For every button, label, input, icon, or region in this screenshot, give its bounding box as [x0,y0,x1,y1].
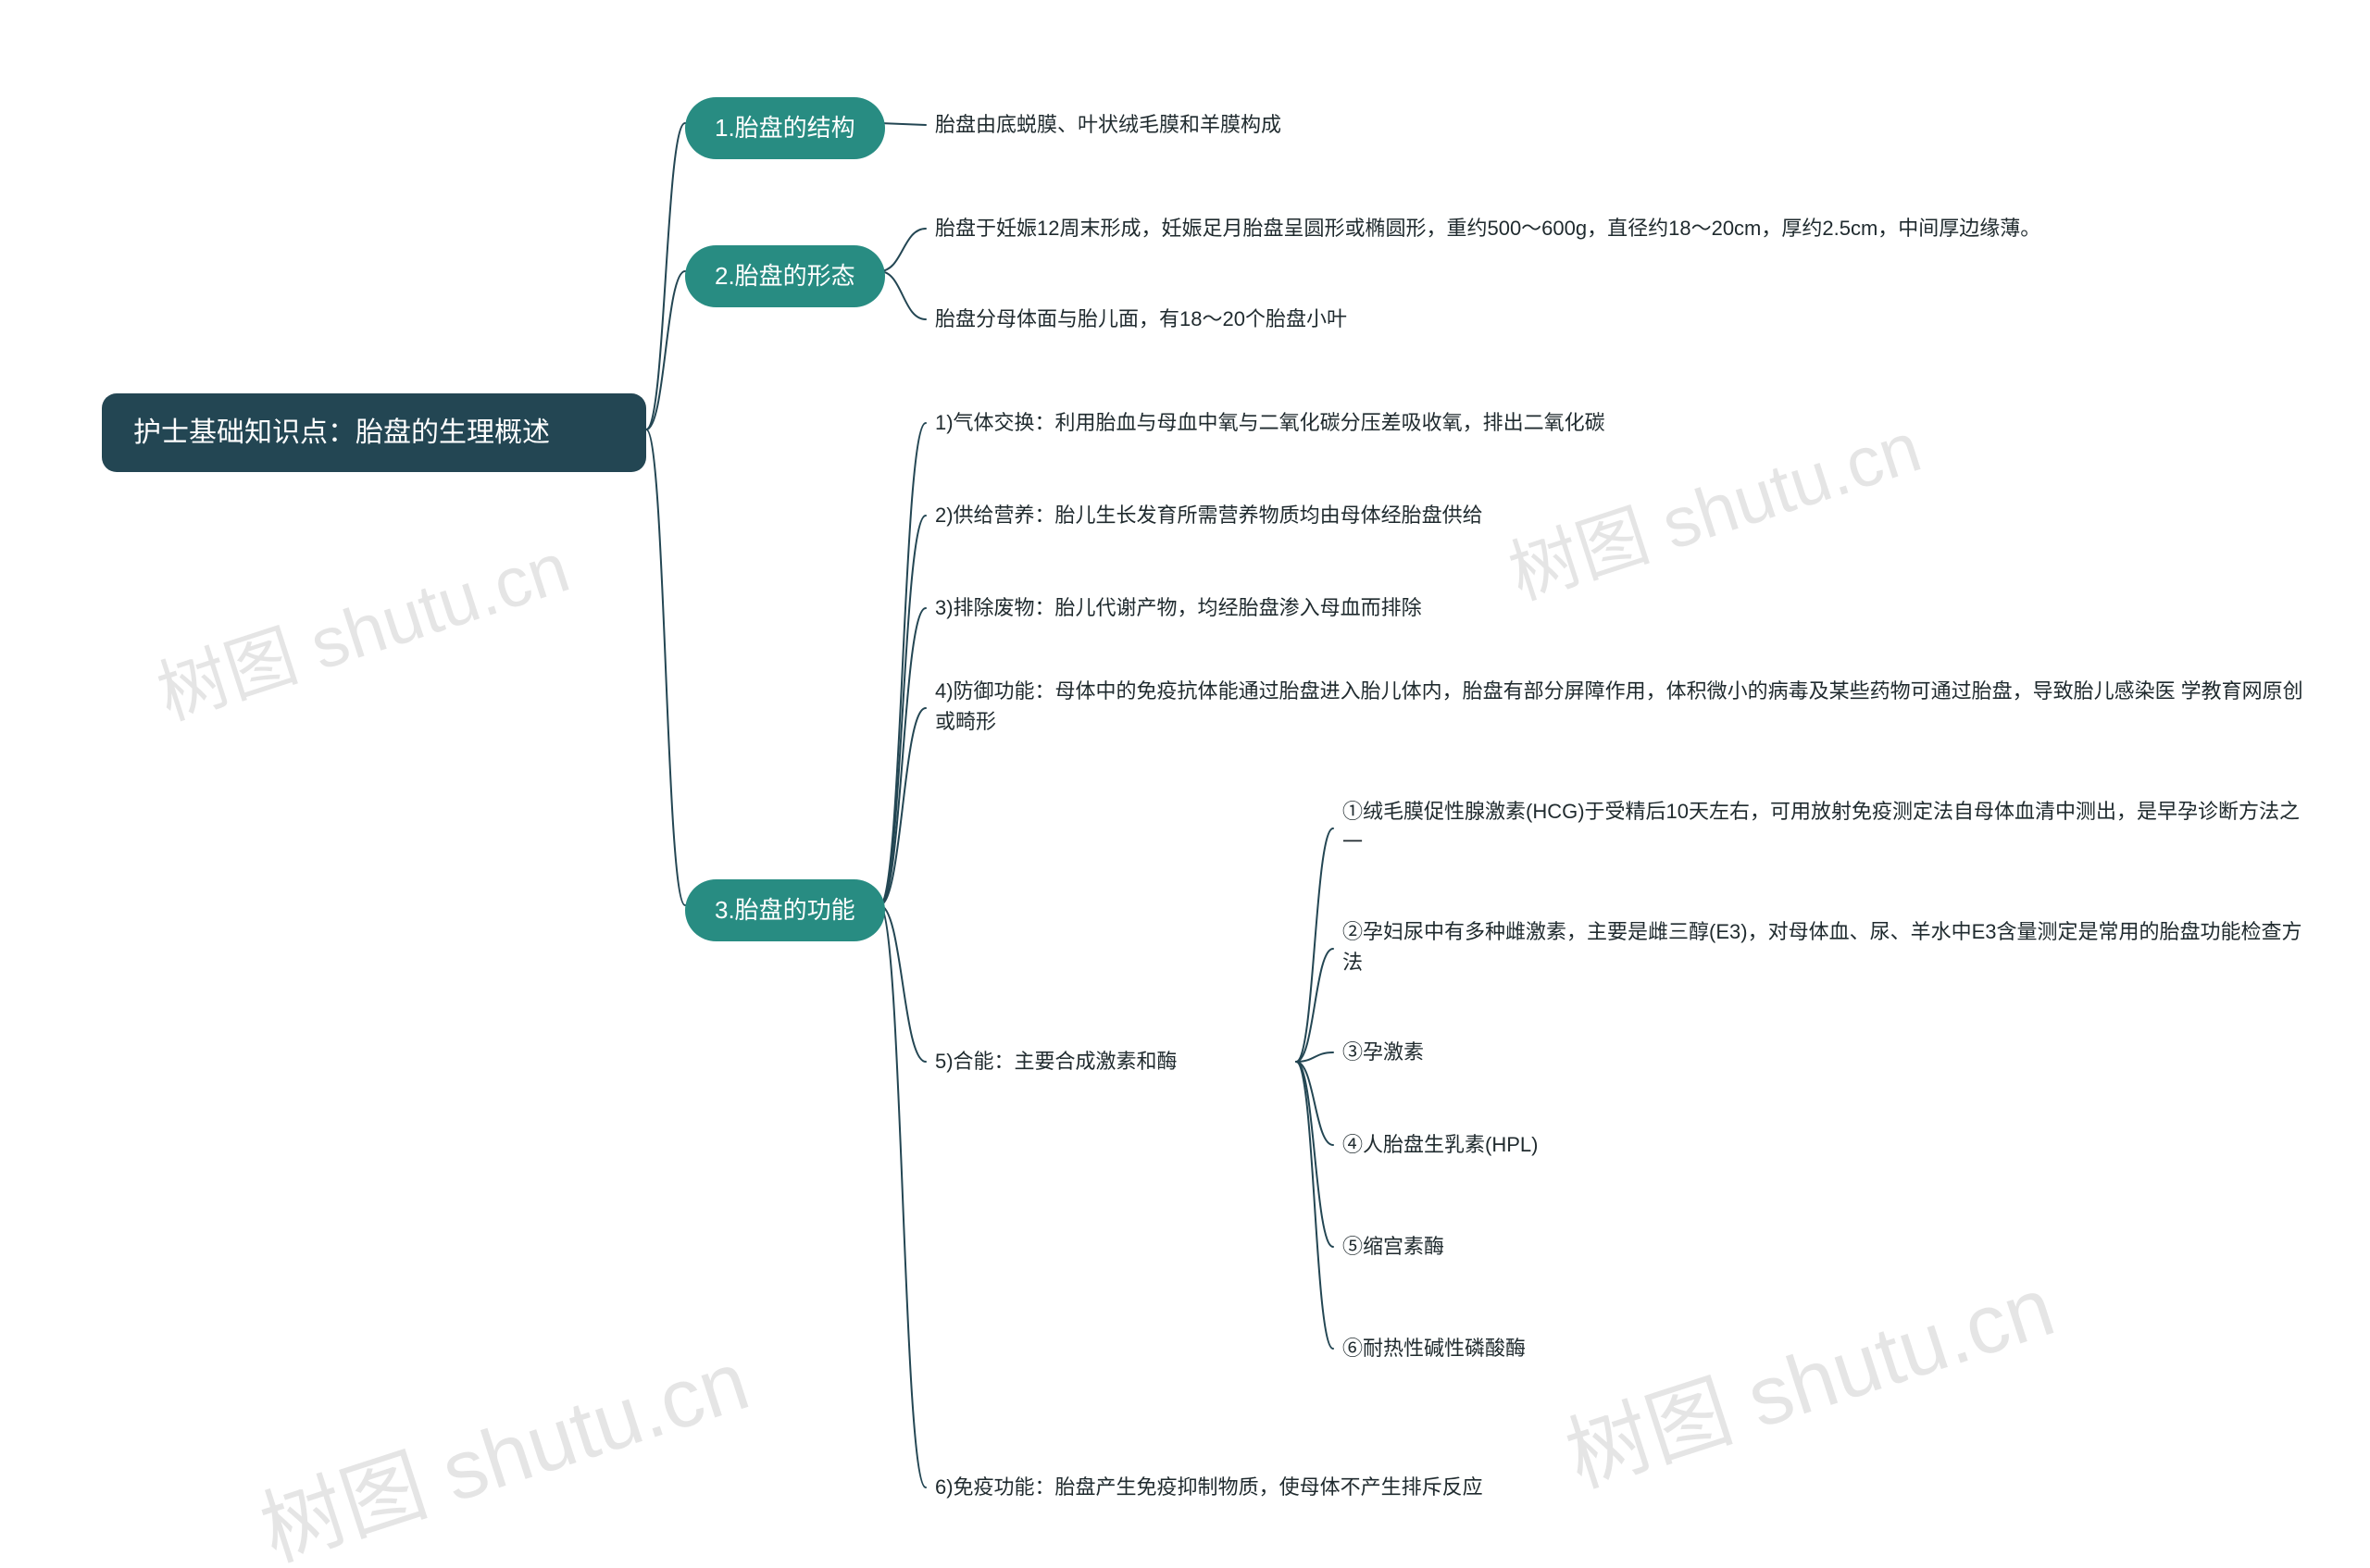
leaf-b2l2: 胎盘分母体面与胎儿面，有18～20个胎盘小叶 [935,304,1347,334]
leaf-b2l1: 胎盘于妊娠12周末形成，妊娠足月胎盘呈圆形或椭圆形，重约500～600g，直径约… [935,213,2040,243]
leaf-b3l2: 2)供给营养：胎儿生长发育所需营养物质均由母体经胎盘供给 [935,500,1483,530]
leaf-b3l5c6: ⑥耐热性碱性磷酸酶 [1342,1333,1526,1363]
leaf-b3l3: 3)排除废物：胎儿代谢产物，均经胎盘渗入母血而排除 [935,592,1422,623]
watermark: 树图 shutu.cn [1549,1239,2066,1510]
branch-b1: 1.胎盘的结构 [685,97,885,159]
leaf-b3l6: 6)免疫功能：胎盘产生免疫抑制物质，使母体不产生排斥反应 [935,1472,1483,1502]
leaf-b3l5c5: ⑤缩宫素酶 [1342,1231,1444,1262]
leaf-b3l5c4: ④人胎盘生乳素(HPL) [1342,1129,1538,1160]
branch-b3: 3.胎盘的功能 [685,879,885,941]
leaf-b3l5c3: ③孕激素 [1342,1037,1424,1067]
leaf-b1l1: 胎盘由底蜕膜、叶状绒毛膜和羊膜构成 [935,109,1281,140]
leaf-b3l5c2: ②孕妇尿中有多种雌激素，主要是雌三醇(E3)，对母体血、尿、羊水中E3含量测定是… [1342,916,2314,977]
mindmap-root: 护士基础知识点：胎盘的生理概述 [102,393,646,472]
leaf-b3l4: 4)防御功能：母体中的免疫抗体能通过胎盘进入胎儿体内，胎盘有部分屏障作用，体积微… [935,676,2305,737]
branch-b2: 2.胎盘的形态 [685,245,885,307]
leaf-b3l5: 5)合能：主要合成激素和酶 [935,1046,1178,1076]
leaf-b3l1: 1)气体交换：利用胎血与母血中氧与二氧化碳分压差吸收氧，排出二氧化碳 [935,407,1605,438]
watermark: 树图 shutu.cn [243,1313,761,1568]
leaf-b3l5c1: ①绒毛膜促性腺激素(HCG)于受精后10天左右，可用放射免疫测定法自母体血清中测… [1342,796,2314,857]
watermark: 树图 shutu.cn [143,511,580,740]
